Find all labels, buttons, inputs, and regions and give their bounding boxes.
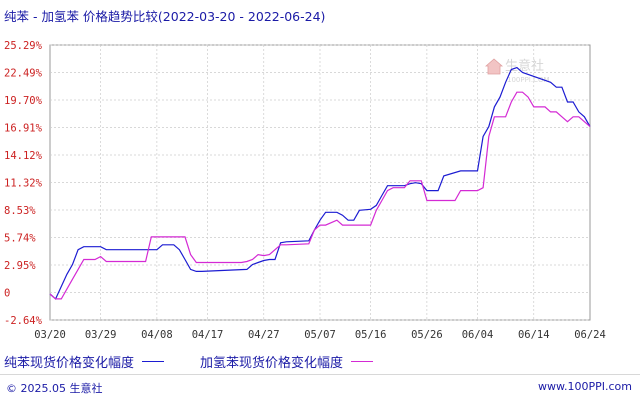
gridlines: [50, 44, 590, 321]
x-tick-label: 03/20: [34, 329, 66, 341]
x-tick-label: 06/04: [462, 329, 494, 341]
y-tick-label: 0: [4, 288, 10, 300]
x-tick-label: 03/29: [85, 329, 117, 341]
x-tick-label: 04/27: [248, 329, 280, 341]
footer: © 2025.05 生意社 www.100PPI.com: [0, 374, 640, 401]
x-tick-label: 05/07: [304, 329, 336, 341]
watermark-house-icon: [484, 58, 504, 75]
y-tick-label: 14.12%: [4, 150, 43, 162]
series-line-a: [49, 66, 591, 300]
series-line-b: [49, 91, 591, 300]
chart-title: 纯苯 - 加氢苯 价格趋势比较(2022-03-20 - 2022-06-24): [4, 9, 326, 24]
legend-label-series-b: 加氢苯现货价格变化幅度: [200, 356, 344, 371]
watermark-url: 100PPI.COM: [507, 76, 550, 84]
x-tick-label: 05/16: [355, 329, 387, 341]
y-tick-label: 11.32%: [4, 178, 43, 190]
y-tick-label: 2.95%: [4, 260, 36, 272]
legend-item-series-b: 加氢苯现货价格变化幅度: [200, 352, 374, 371]
x-tick-label: 05/26: [411, 329, 443, 341]
watermark: 生意社 100PPI.COM: [484, 58, 550, 84]
watermark-text: 生意社: [505, 58, 544, 74]
y-tick-label: 22.49%: [4, 68, 43, 80]
y-tick-label: 19.70%: [4, 95, 43, 107]
x-tick-label: 04/17: [192, 329, 224, 341]
legend-swatch-series-b: [351, 361, 374, 362]
copyright-text: © 2025.05 生意社: [6, 382, 103, 395]
x-tick-label: 06/14: [518, 329, 550, 341]
legend-swatch-series-a: [142, 361, 165, 362]
series-lines: [49, 66, 591, 300]
y-tick-label: 5.74%: [4, 233, 36, 245]
y-axis-ticks: 25.29% 22.49% 19.70% 16.91% 14.12% 11.32% 8.53…: [4, 40, 43, 327]
legend-label-series-a: 纯苯现货价格变化幅度: [4, 356, 135, 371]
y-tick-label: 8.53%: [4, 205, 36, 217]
site-link[interactable]: www.100PPI.com: [538, 380, 632, 393]
y-tick-label: 25.29%: [4, 40, 43, 52]
legend-item-series-a: 纯苯现货价格变化幅度: [4, 352, 165, 371]
y-tick-label: 16.91%: [4, 123, 43, 135]
y-tick-label: -2.64%: [4, 315, 43, 327]
x-axis-ticks: 03/20 03/29 04/08 04/17 04/27 05/07 05/16 05/26…: [34, 329, 606, 341]
x-tick-label: 04/08: [141, 329, 173, 341]
x-tick-label: 06/24: [574, 329, 606, 341]
